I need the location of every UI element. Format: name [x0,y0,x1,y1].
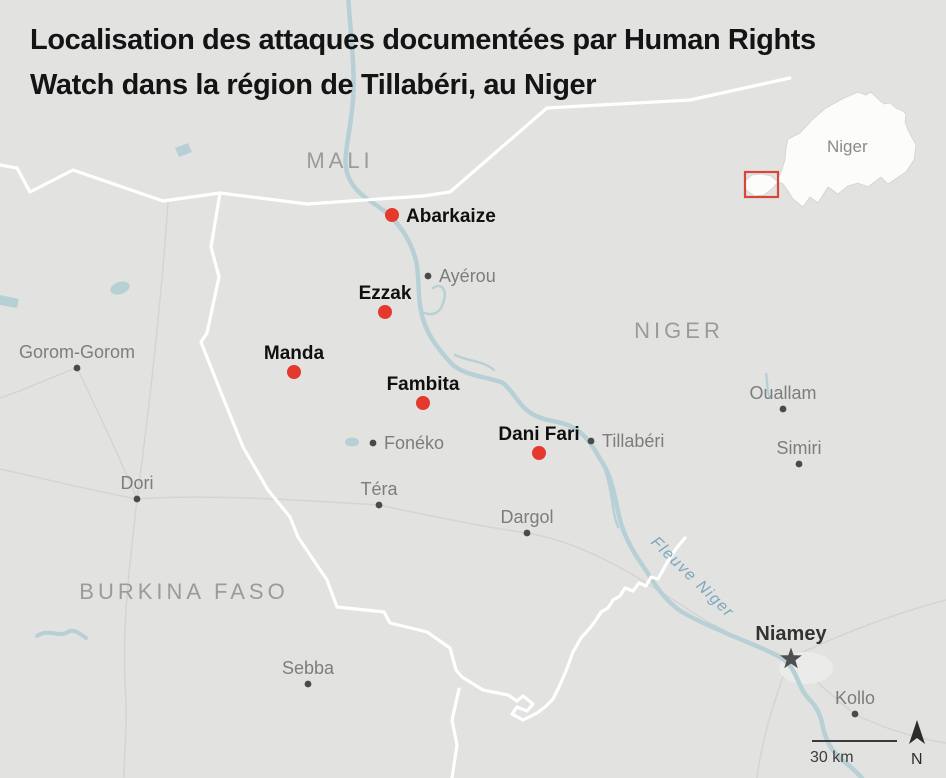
attack-label-dani-fari: Dani Fari [498,424,579,445]
capital-label-niamey: Niamey [755,623,827,645]
town-dot-dargol [523,529,531,537]
town-markers-layer: Ayérou Gorom-Gorom Ouallam Tillabéri Simiri F… [19,266,875,718]
country-label-niger: NIGER [634,318,724,343]
attack-label-fambita: Fambita [387,374,460,395]
town-label-sebba: Sebba [282,658,335,678]
town-label-gorom-gorom: Gorom-Gorom [19,342,135,362]
town-label-téra: Téra [360,479,398,499]
town-dot-fonéko [369,439,377,447]
scale-bar-label: 30 km [810,749,854,766]
town-label-kollo: Kollo [835,688,875,708]
country-label-mali: MALI [306,148,373,173]
attack-dot-manda [287,365,301,379]
scale-bar: 30 km [810,740,897,766]
attack-label-manda: Manda [264,343,325,364]
inset-niger-outline [744,91,917,208]
attack-markers-layer: Abarkaize Ezzak Manda Fambita Dani Fari [264,206,580,460]
border-burkina-niger [199,191,687,722]
town-dot-sebba [304,680,312,688]
town-label-ayérou: Ayérou [439,266,496,286]
town-label-dori: Dori [120,473,153,493]
inset-region-highlight-box [743,170,780,199]
attack-dot-abarkaize [385,208,399,222]
town-dot-simiri [795,460,803,468]
capital-star-icon [780,647,802,669]
town-dot-gorom-gorom [73,364,81,372]
north-arrow-label: N [911,751,923,768]
attack-label-abarkaize: Abarkaize [406,206,496,227]
town-label-tillabéri: Tillabéri [602,431,664,451]
country-labels-layer: MALI NIGER BURKINA FASO [79,148,724,604]
town-dot-téra [375,501,383,509]
attack-dot-dani-fari [532,446,546,460]
map-title-line2: Watch dans la région de Tillabéri, au Ni… [30,69,597,101]
capital-marker-layer: Niamey [755,623,827,669]
town-label-ouallam: Ouallam [749,383,816,403]
attack-dot-ezzak [378,305,392,319]
north-arrow-icon [909,720,925,744]
border-south-segment [450,687,461,778]
border-mali-niger [0,76,792,206]
country-label-burkina-faso: BURKINA FASO [79,579,288,604]
map-title-line1: Localisation des attaques documentées pa… [30,24,816,56]
town-label-simiri: Simiri [777,438,822,458]
inset-map: Niger [743,91,917,208]
town-dot-kollo [851,710,859,718]
town-label-fonéko: Fonéko [384,433,444,453]
town-dot-ayérou [424,272,432,280]
town-label-dargol: Dargol [500,507,553,527]
attack-dot-fambita [416,396,430,410]
north-arrow: N [909,720,925,768]
town-dot-ouallam [779,405,787,413]
attack-label-ezzak: Ezzak [359,283,412,304]
map-title: Localisation des attaques documentées pa… [30,18,816,108]
country-borders-layer [0,76,792,778]
inset-country-label: Niger [827,137,868,156]
town-dot-tillabéri [587,437,595,445]
town-dot-dori [133,495,141,503]
